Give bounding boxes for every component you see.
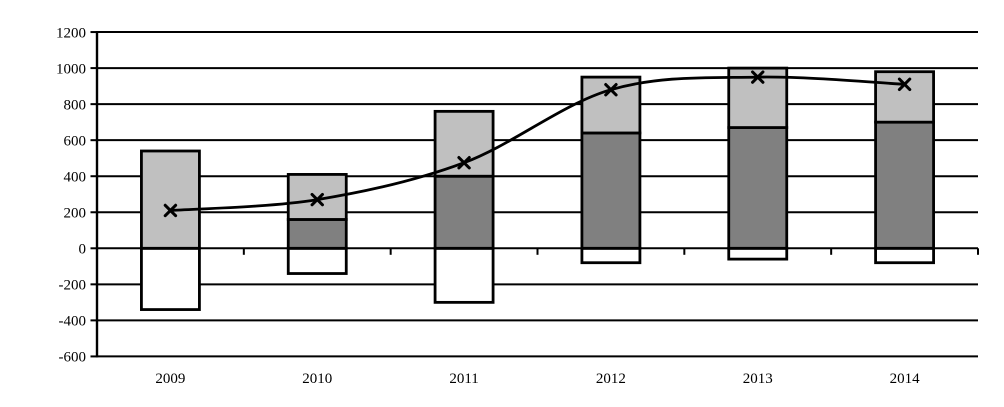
y-axis-label-400: 400 — [64, 169, 87, 185]
x-axis-label-2009: 2009 — [155, 371, 185, 387]
bar-segment-light-gray-bar-2011 — [433, 109, 495, 178]
bar-segment-dark-gray-bar-2010 — [286, 218, 348, 250]
bar-segment-dark-gray-bar-2012 — [580, 131, 642, 250]
y-axis-label--200: -200 — [59, 278, 87, 294]
x-marker-stroke — [163, 203, 178, 218]
x-axis-label-2011: 2011 — [449, 371, 478, 387]
x-marker-2014 — [897, 77, 912, 92]
y-axis-label--600: -600 — [59, 350, 87, 366]
x-marker-stroke — [457, 156, 471, 170]
bar-segment-dark-gray-bar-2014 — [874, 120, 935, 250]
y-axis-label-800: 800 — [64, 97, 87, 113]
x-axis-label-2012: 2012 — [596, 371, 626, 387]
y-axis-label-0: 0 — [79, 242, 87, 258]
bar-segment-negative-white-bar-2013 — [727, 246, 789, 261]
x-axis-label-2013: 2013 — [743, 371, 773, 387]
x-marker-stroke — [604, 83, 618, 97]
y-axis-label-600: 600 — [64, 133, 87, 149]
x-marker-2010 — [310, 192, 324, 207]
bar-segment-light-gray-bar-2012 — [580, 75, 642, 135]
bar-segment-negative-white-bar-2012 — [580, 246, 642, 265]
x-marker-stroke — [751, 70, 765, 84]
bar-segment-light-gray-bar-2009 — [140, 149, 201, 250]
bar-segment-negative-white-bar-2009 — [140, 246, 201, 311]
x-marker-stroke — [310, 192, 324, 207]
x-marker-2011 — [457, 156, 471, 170]
bar-segment-negative-white-bar-2010 — [286, 246, 348, 275]
y-axis-label-200: 200 — [64, 205, 87, 221]
bar-segment-dark-gray-bar-2011 — [433, 174, 495, 250]
x-axis-label-2014: 2014 — [890, 371, 921, 387]
x-marker-2012 — [604, 83, 618, 97]
bar-segment-negative-white-bar-2014 — [874, 246, 935, 265]
bar-segment-light-gray-bar-2014 — [874, 70, 935, 124]
y-axis-label-1200: 1200 — [56, 25, 86, 41]
x-marker-stroke — [897, 77, 912, 92]
series-line-x-marker-line — [170, 75, 905, 212]
y-axis-label--400: -400 — [59, 314, 87, 330]
x-marker-2009 — [163, 203, 178, 218]
bar-segment-negative-white-bar-2011 — [433, 246, 495, 304]
bar-segment-dark-gray-bar-2013 — [727, 126, 789, 250]
y-axis-label-1000: 1000 — [56, 61, 86, 77]
x-marker-2013 — [751, 70, 765, 84]
x-axis-label-2010: 2010 — [302, 371, 332, 387]
